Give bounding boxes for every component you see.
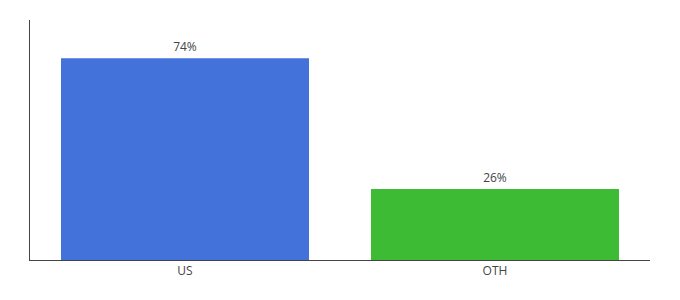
svg-text:OTH: OTH [483,262,508,279]
svg-text:26%: 26% [483,169,507,186]
svg-text:US: US [177,262,192,279]
svg-text:74%: 74% [173,38,197,55]
